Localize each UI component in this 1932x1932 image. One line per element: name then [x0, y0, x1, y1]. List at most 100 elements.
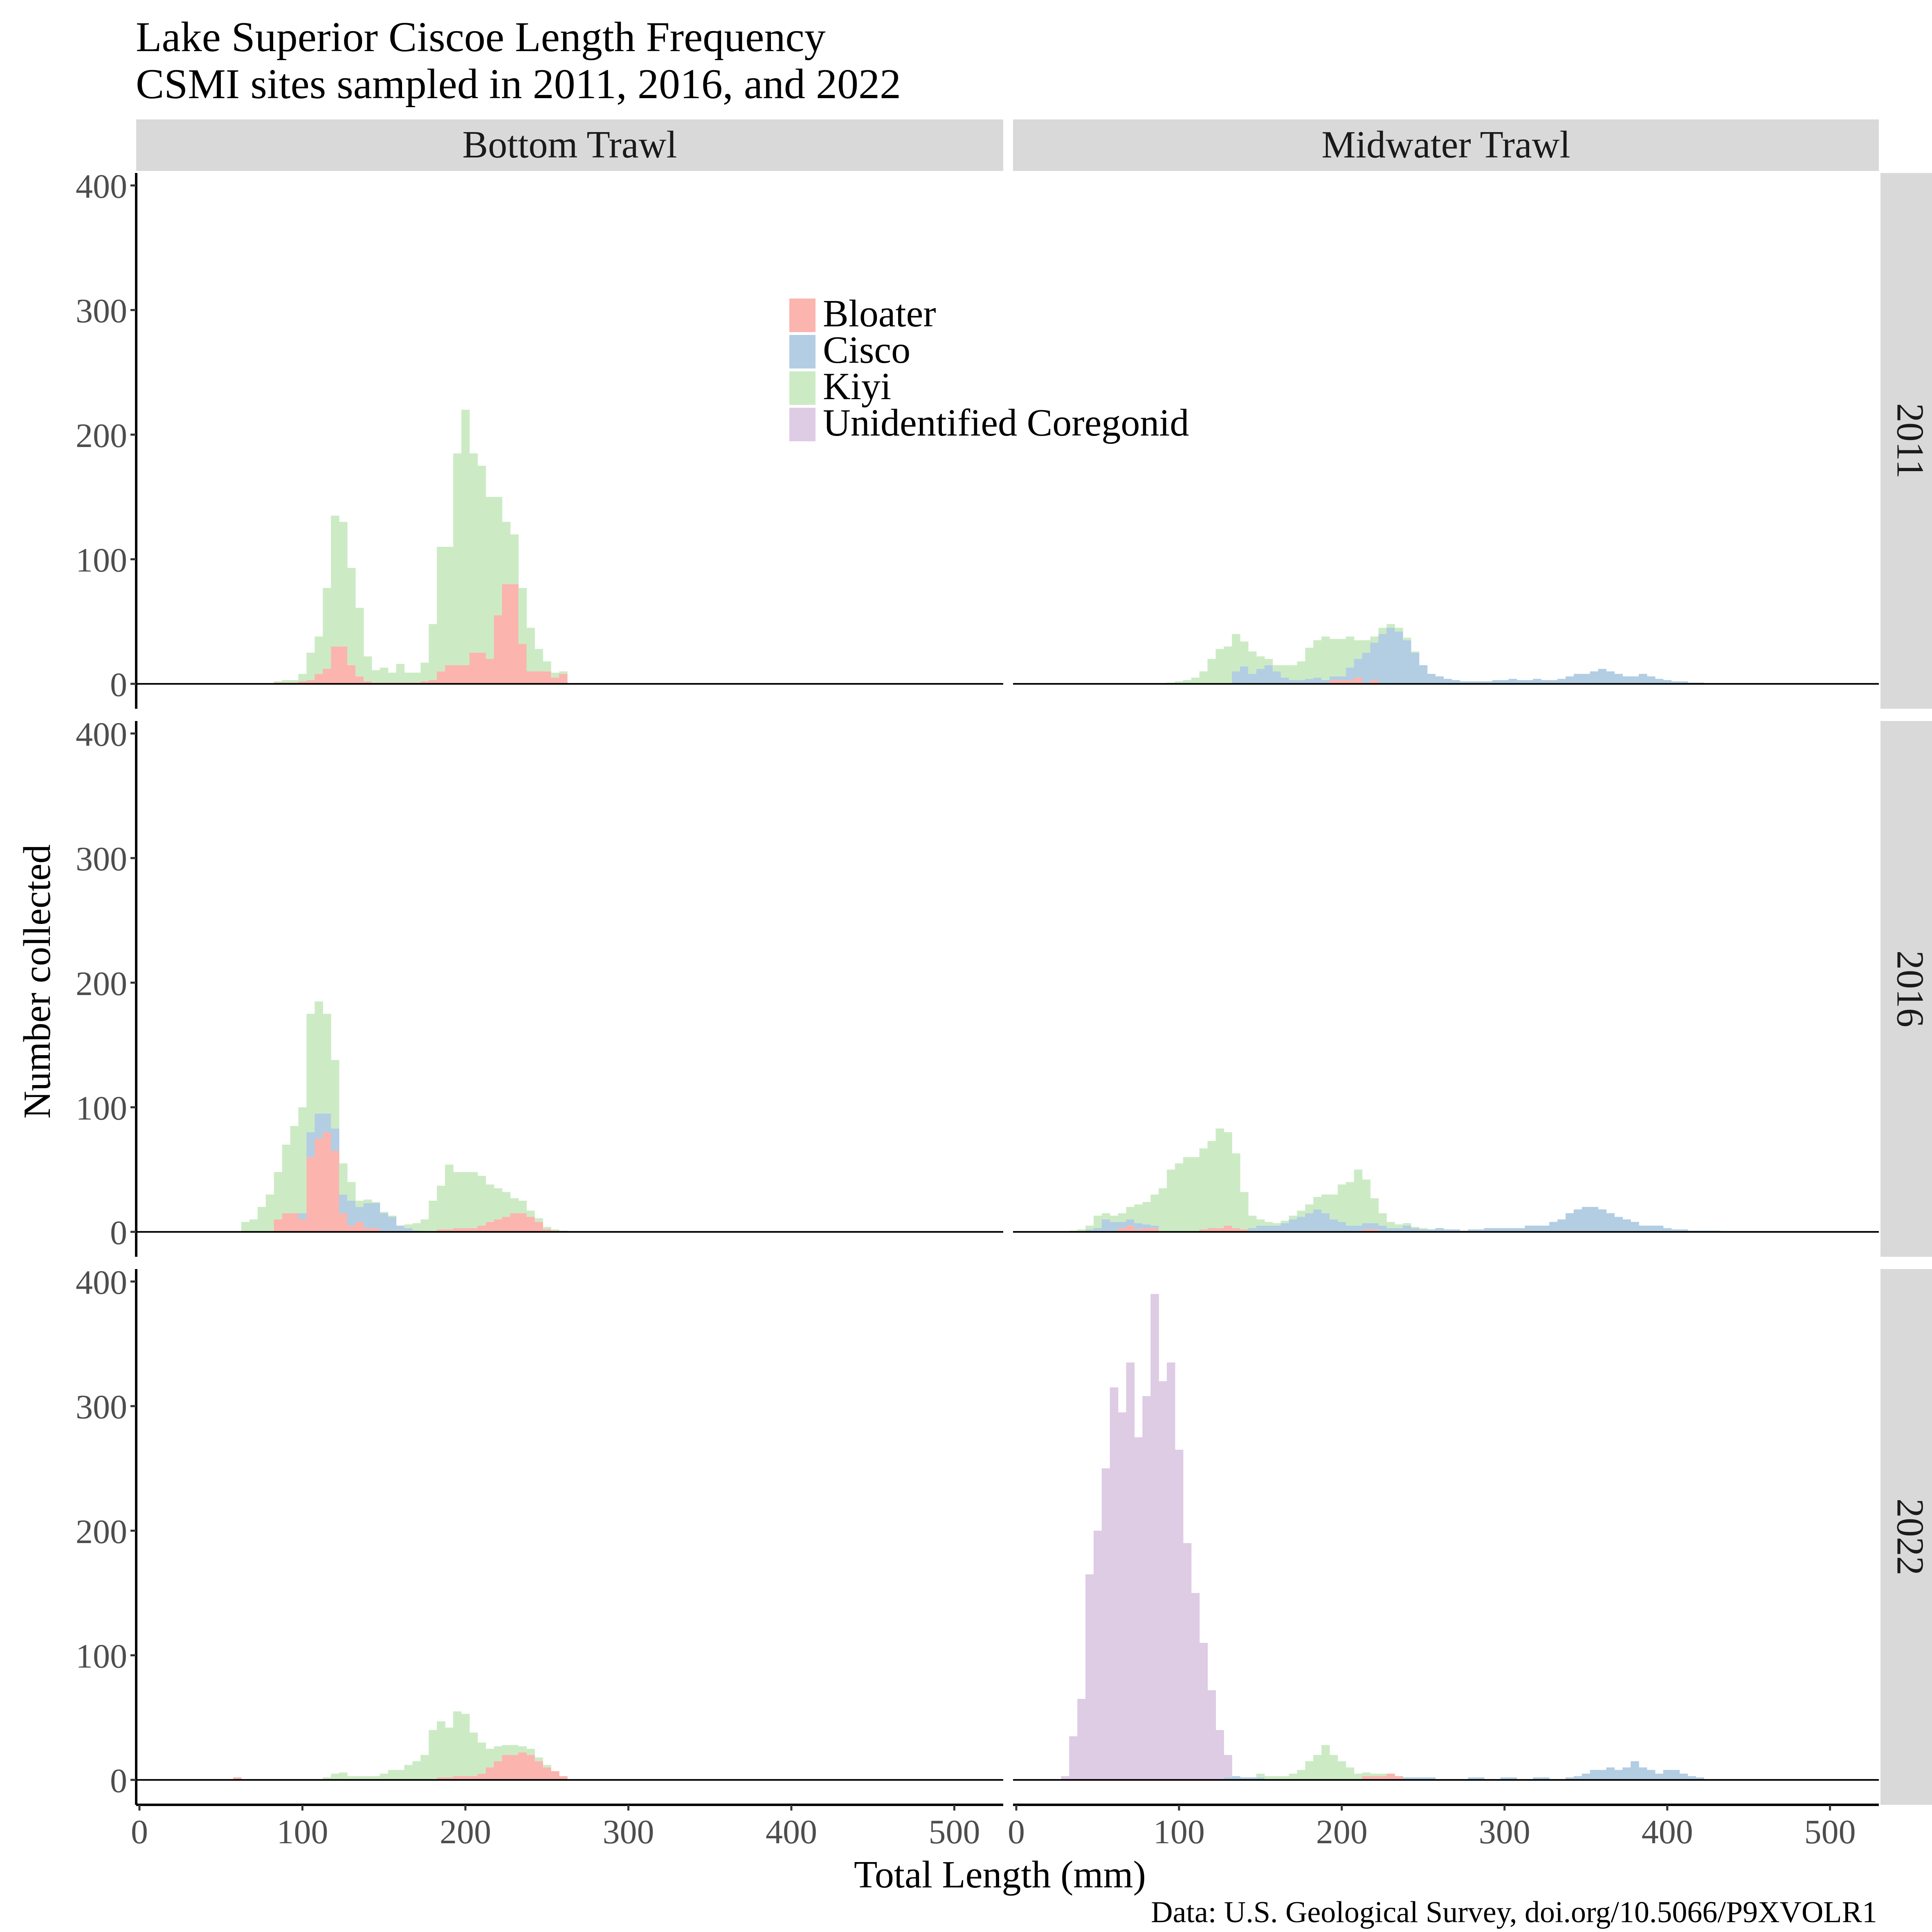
x-tick-label-midwater-trawl-500: 500 — [1804, 1813, 1856, 1851]
bar-kiyi-195 — [453, 1172, 462, 1228]
bar-kiyi-75 — [1134, 1204, 1143, 1223]
bar-bloater-235 — [518, 644, 527, 684]
bar-cisco-320 — [1533, 1225, 1541, 1232]
bar-kiyi-145 — [371, 670, 380, 683]
bar-cisco-360 — [1598, 1209, 1607, 1232]
bar-kiyi-95 — [290, 1126, 299, 1213]
bar-cisco-355 — [1590, 1770, 1599, 1780]
bar-bloater-100 — [298, 1219, 307, 1232]
bar-cisco-275 — [1460, 681, 1468, 684]
bar-bloater-130 — [347, 665, 356, 684]
bar-cisco-260 — [1435, 1228, 1444, 1232]
bar-cisco-155 — [1264, 1225, 1273, 1232]
bar-kiyi-215 — [485, 497, 494, 659]
bar-kiyi-140 — [1240, 641, 1249, 667]
bar-cisco-350 — [1582, 1207, 1591, 1232]
bar-bloater-135 — [355, 1222, 364, 1232]
y-tick-label-2011-0: 0 — [110, 666, 127, 704]
bar-cisco-135 — [1232, 1776, 1240, 1780]
legend-key-unidentified-coregonid — [789, 408, 815, 441]
bar-kiyi-80 — [1142, 1202, 1151, 1224]
legend-key-kiyi — [789, 371, 815, 405]
bar-cisco-225 — [1378, 634, 1387, 684]
bar-kiyi-85 — [274, 681, 283, 683]
bar-bloater-95 — [290, 1213, 299, 1232]
bar-cisco-50 — [1094, 1228, 1102, 1232]
bar-kiyi-200 — [461, 409, 470, 665]
bar-cisco-280 — [1468, 681, 1476, 684]
x-tick-label-midwater-trawl-200: 200 — [1316, 1813, 1368, 1851]
bar-kiyi-120 — [331, 515, 339, 647]
bar-bloater-105 — [306, 680, 315, 684]
bar-cisco-250 — [1419, 1229, 1428, 1232]
bar-kiyi-220 — [494, 497, 503, 616]
facet-panels — [136, 409, 1879, 1781]
bar-bloater-125 — [1215, 1228, 1224, 1232]
bar-cisco-355 — [1590, 671, 1599, 684]
bar-bloater-195 — [453, 1776, 462, 1780]
bar-cisco-165 — [1281, 1223, 1289, 1232]
bar-kiyi-175 — [420, 1219, 429, 1232]
bar-cisco-165 — [404, 1228, 413, 1232]
bar-cisco-370 — [1614, 1217, 1623, 1232]
bar-kiyi-220 — [494, 1746, 503, 1761]
bar-bloater-120 — [1207, 1228, 1216, 1232]
bar-kiyi-175 — [1297, 661, 1305, 680]
bar-bloater-225 — [502, 1755, 511, 1780]
bar-cisco-340 — [1566, 676, 1574, 684]
bar-kiyi-135 — [1232, 1153, 1240, 1228]
bar-kiyi-50 — [1094, 1215, 1102, 1228]
bar-cisco-335 — [1557, 1219, 1566, 1232]
bar-kiyi-145 — [1248, 1215, 1257, 1228]
bar-kiyi-195 — [453, 1711, 462, 1776]
bar-cisco-380 — [1631, 1222, 1639, 1232]
bar-unidentified-coregonid-100 — [1175, 1449, 1184, 1780]
bar-kiyi-155 — [1264, 1222, 1273, 1226]
bar-cisco-285 — [1476, 1229, 1485, 1232]
bar-cisco-160 — [1272, 671, 1281, 684]
bar-kiyi-230 — [510, 534, 519, 584]
bar-cisco-365 — [1606, 671, 1615, 684]
bar-kiyi-195 — [1330, 639, 1338, 676]
bar-cisco-370 — [1614, 674, 1623, 684]
bar-bloater-180 — [429, 680, 437, 684]
bar-kiyi-250 — [543, 1227, 551, 1229]
bar-kiyi-245 — [535, 1218, 543, 1222]
bar-bloater-185 — [437, 1777, 445, 1780]
bar-kiyi-180 — [1305, 647, 1314, 679]
bar-bloater-220 — [494, 1219, 503, 1232]
bar-bloater-250 — [543, 671, 551, 684]
bar-cisco-345 — [1573, 1776, 1582, 1780]
bar-unidentified-coregonid-110 — [1191, 1593, 1200, 1780]
bar-cisco-200 — [1337, 1222, 1346, 1232]
bar-bloater-140 — [1240, 1229, 1249, 1232]
bar-kiyi-180 — [429, 624, 437, 680]
panel-bottom-trawl-2022 — [136, 1711, 1003, 1781]
bar-cisco-120 — [331, 1128, 339, 1151]
bar-cisco-325 — [1541, 1225, 1550, 1232]
bar-cisco-135 — [1232, 671, 1240, 684]
bar-kiyi-155 — [1264, 1776, 1273, 1780]
bar-cisco-75 — [1134, 1223, 1143, 1229]
bar-cisco-180 — [1305, 678, 1314, 684]
bar-cisco-135 — [355, 1207, 364, 1222]
legend-key-cisco — [789, 335, 815, 368]
bar-cisco-395 — [1655, 678, 1664, 684]
bar-kiyi-165 — [1281, 665, 1289, 678]
bar-cisco-190 — [1321, 680, 1330, 684]
bar-kiyi-105 — [306, 652, 315, 680]
bar-kiyi-215 — [1362, 1179, 1371, 1223]
bar-kiyi-145 — [371, 1776, 380, 1780]
bar-bloater-125 — [339, 646, 348, 684]
bar-bloater-105 — [306, 1157, 315, 1232]
bar-kiyi-190 — [445, 1164, 454, 1229]
bar-bloater-80 — [1142, 1228, 1151, 1232]
bar-bloater-190 — [445, 1777, 454, 1780]
chart-title: Lake Superior Ciscoe Length Frequency — [136, 13, 826, 61]
bar-cisco-350 — [1582, 1773, 1591, 1780]
bar-cisco-385 — [1639, 674, 1647, 684]
bar-cisco-230 — [1386, 628, 1395, 684]
strip-label-2011: 2011 — [1889, 403, 1931, 479]
bar-kiyi-140 — [363, 1199, 372, 1203]
bar-kiyi-175 — [1297, 1211, 1305, 1217]
